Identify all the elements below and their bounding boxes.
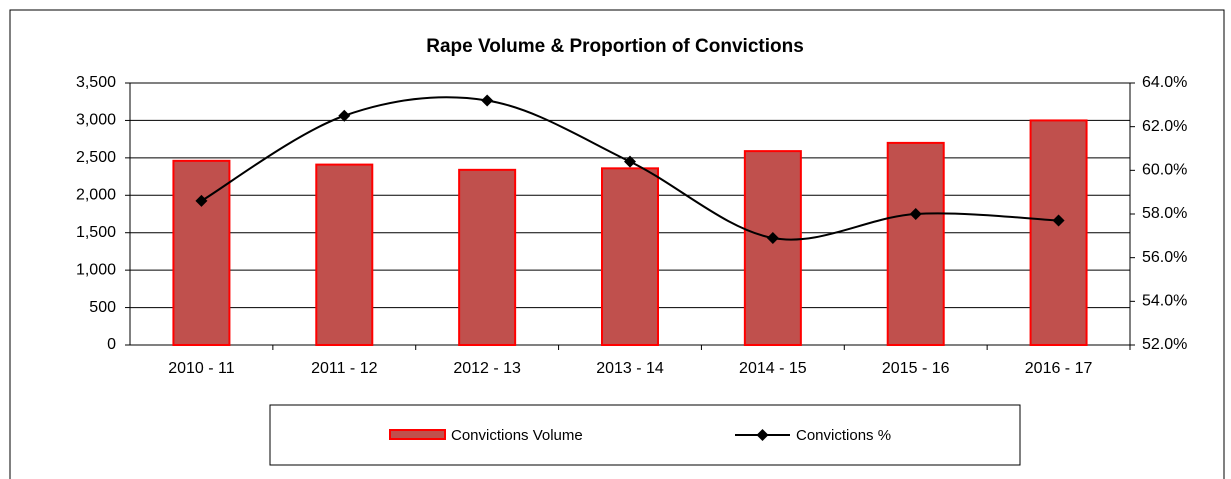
legend-swatch <box>389 429 446 440</box>
legend-box <box>269 404 1021 466</box>
bar <box>886 141 945 346</box>
bar <box>458 168 517 346</box>
marker <box>338 109 351 122</box>
marker <box>766 232 779 245</box>
y-tick-label: 3,500 <box>76 74 116 91</box>
bar <box>601 167 659 346</box>
marker <box>195 194 208 207</box>
bar <box>315 163 374 346</box>
y-tick-label: 1,500 <box>76 224 116 241</box>
x-tick-label: 2015 - 16 <box>882 360 950 377</box>
x-tick-label: 2014 - 15 <box>739 360 807 377</box>
x-tick-label: 2010 - 11 <box>168 360 235 377</box>
x-tick-label: 2012 - 13 <box>453 360 521 377</box>
marker <box>909 208 922 220</box>
x-tick-label: 2011 - 12 <box>311 360 378 377</box>
bar <box>743 150 802 346</box>
legend-marker <box>756 429 769 441</box>
marker <box>1052 214 1065 227</box>
y2-tick-label: 62.0% <box>1142 118 1187 135</box>
y-tick-label: 2,500 <box>76 149 116 166</box>
y2-tick-label: 58.0% <box>1142 205 1187 222</box>
marker <box>481 94 494 107</box>
y2-tick-label: 52.0% <box>1142 336 1187 353</box>
y-tick-label: 3,000 <box>76 112 116 129</box>
y2-tick-label: 60.0% <box>1142 162 1187 179</box>
legend-label: Convictions Volume <box>451 427 583 444</box>
bar <box>172 159 231 346</box>
marker <box>624 155 636 168</box>
y2-tick-label: 56.0% <box>1142 249 1187 266</box>
x-tick-label: 2013 - 14 <box>596 360 664 377</box>
bar <box>1029 119 1088 346</box>
x-tick-label: 2016 - 17 <box>1025 360 1093 377</box>
chart-title: Rape Volume & Proportion of Convictions <box>426 36 804 57</box>
legend-label: Convictions % <box>796 427 891 444</box>
y-tick-label: 0 <box>107 336 116 353</box>
y-tick-label: 2,000 <box>76 187 116 204</box>
y2-tick-label: 64.0% <box>1142 74 1187 91</box>
y-tick-label: 1,000 <box>76 261 116 278</box>
y-tick-label: 500 <box>89 299 116 316</box>
y2-tick-label: 54.0% <box>1142 293 1187 310</box>
